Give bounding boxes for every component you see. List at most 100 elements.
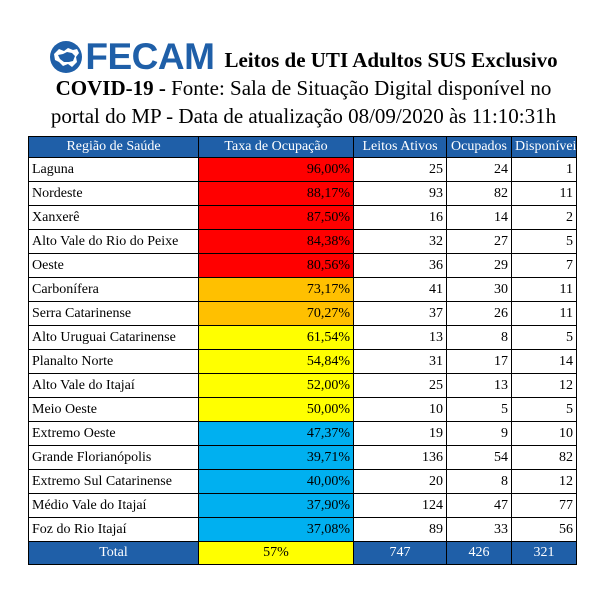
title-line-1: FECAM Leitos de UTI Adultos SUS Exclusiv… — [0, 30, 607, 77]
cell-taxa: 61,54% — [198, 325, 354, 350]
table-row: Serra Catarinense 70,27% 37 26 11 — [28, 301, 577, 326]
fecam-logo: FECAM — [49, 36, 215, 77]
total-disponiveis: 321 — [511, 541, 577, 565]
table-row: Foz do Rio Itajaí 37,08% 89 33 56 — [28, 517, 577, 542]
cell-ocupados: 8 — [446, 325, 512, 350]
table-row: Planalto Norte 54,84% 31 17 14 — [28, 349, 577, 374]
cell-taxa: 52,00% — [198, 373, 354, 398]
cell-ocupados: 8 — [446, 469, 512, 494]
cell-ocupados: 29 — [446, 253, 512, 278]
cell-disponiveis: 56 — [511, 517, 577, 542]
cell-disponiveis: 5 — [511, 325, 577, 350]
cell-ativos: 10 — [353, 397, 447, 422]
title-source-text: Fonte: Sala de Situação Digital disponív… — [165, 76, 552, 100]
cell-taxa: 80,56% — [198, 253, 354, 278]
cell-ativos: 16 — [353, 205, 447, 230]
title-line-2: COVID-19 - Fonte: Sala de Situação Digit… — [0, 74, 607, 102]
column-header-ocupados: Ocupados — [446, 136, 512, 158]
cell-regiao: Alto Vale do Itajaí — [28, 373, 199, 398]
cell-taxa: 37,08% — [198, 517, 354, 542]
cell-ativos: 136 — [353, 445, 447, 470]
table-row: Carbonífera 73,17% 41 30 11 — [28, 277, 577, 302]
cell-regiao: Nordeste — [28, 181, 199, 206]
cell-taxa: 96,00% — [198, 157, 354, 182]
cell-ocupados: 33 — [446, 517, 512, 542]
cell-ativos: 25 — [353, 157, 447, 182]
cell-ocupados: 5 — [446, 397, 512, 422]
table-row: Alto Vale do Itajaí 52,00% 25 13 12 — [28, 373, 577, 398]
cell-disponiveis: 5 — [511, 397, 577, 422]
cell-disponiveis: 5 — [511, 229, 577, 254]
cell-taxa: 40,00% — [198, 469, 354, 494]
cell-regiao: Grande Florianópolis — [28, 445, 199, 470]
cell-ocupados: 14 — [446, 205, 512, 230]
cell-taxa: 37,90% — [198, 493, 354, 518]
cell-taxa: 50,00% — [198, 397, 354, 422]
cell-disponiveis: 10 — [511, 421, 577, 446]
cell-taxa: 54,84% — [198, 349, 354, 374]
cell-ocupados: 30 — [446, 277, 512, 302]
cell-taxa: 73,17% — [198, 277, 354, 302]
table-row: Médio Vale do Itajaí 37,90% 124 47 77 — [28, 493, 577, 518]
total-label: Total — [28, 541, 199, 565]
cell-regiao: Carbonífera — [28, 277, 199, 302]
title-text: Leitos de UTI Adultos SUS Exclusivo — [224, 48, 558, 72]
cell-ocupados: 47 — [446, 493, 512, 518]
cell-ativos: 93 — [353, 181, 447, 206]
title-covid-label: COVID-19 - — [55, 76, 166, 100]
cell-regiao: Serra Catarinense — [28, 301, 199, 326]
cell-regiao: Laguna — [28, 157, 199, 182]
cell-taxa: 88,17% — [198, 181, 354, 206]
cell-regiao: Alto Vale do Rio do Peixe — [28, 229, 199, 254]
table-row: Meio Oeste 50,00% 10 5 5 — [28, 397, 577, 422]
cell-taxa: 47,37% — [198, 421, 354, 446]
cell-ativos: 124 — [353, 493, 447, 518]
cell-disponiveis: 11 — [511, 301, 577, 326]
cell-ativos: 36 — [353, 253, 447, 278]
cell-ativos: 25 — [353, 373, 447, 398]
table-row: Alto Vale do Rio do Peixe 84,38% 32 27 5 — [28, 229, 577, 254]
column-header-ativos: Leitos Ativos — [353, 136, 447, 158]
table-row: Grande Florianópolis 39,71% 136 54 82 — [28, 445, 577, 470]
cell-ocupados: 24 — [446, 157, 512, 182]
cell-taxa: 87,50% — [198, 205, 354, 230]
cell-ativos: 37 — [353, 301, 447, 326]
cell-ocupados: 27 — [446, 229, 512, 254]
cell-disponiveis: 82 — [511, 445, 577, 470]
logo-text: FECAM — [85, 36, 215, 77]
cell-regiao: Foz do Rio Itajaí — [28, 517, 199, 542]
cell-ocupados: 82 — [446, 181, 512, 206]
cell-regiao: Médio Vale do Itajaí — [28, 493, 199, 518]
table-total-row: Total 57% 747 426 321 — [28, 541, 577, 565]
cell-regiao: Xanxerê — [28, 205, 199, 230]
cell-ocupados: 26 — [446, 301, 512, 326]
cell-regiao: Meio Oeste — [28, 397, 199, 422]
total-ativos: 747 — [353, 541, 447, 565]
cell-disponiveis: 12 — [511, 373, 577, 398]
cell-regiao: Extremo Oeste — [28, 421, 199, 446]
cell-ativos: 20 — [353, 469, 447, 494]
cell-ativos: 31 — [353, 349, 447, 374]
document-header: FECAM Leitos de UTI Adultos SUS Exclusiv… — [0, 30, 607, 130]
cell-disponiveis: 12 — [511, 469, 577, 494]
cell-taxa: 84,38% — [198, 229, 354, 254]
cell-ativos: 13 — [353, 325, 447, 350]
table-row: Oeste 80,56% 36 29 7 — [28, 253, 577, 278]
table-row: Extremo Oeste 47,37% 19 9 10 — [28, 421, 577, 446]
cell-ocupados: 54 — [446, 445, 512, 470]
cell-taxa: 70,27% — [198, 301, 354, 326]
cell-ocupados: 17 — [446, 349, 512, 374]
cell-disponiveis: 2 — [511, 205, 577, 230]
column-header-regiao: Região de Saúde — [28, 136, 199, 158]
column-header-taxa: Taxa de Ocupação — [198, 136, 354, 158]
cell-ativos: 19 — [353, 421, 447, 446]
table-row: Extremo Sul Catarinense 40,00% 20 8 12 — [28, 469, 577, 494]
column-header-disponiveis: Disponíveis — [511, 136, 577, 158]
cell-disponiveis: 7 — [511, 253, 577, 278]
table-row: Laguna 96,00% 25 24 1 — [28, 157, 577, 182]
total-taxa: 57% — [198, 541, 354, 565]
cell-disponiveis: 11 — [511, 181, 577, 206]
cell-disponiveis: 11 — [511, 277, 577, 302]
cell-regiao: Oeste — [28, 253, 199, 278]
cell-taxa: 39,71% — [198, 445, 354, 470]
